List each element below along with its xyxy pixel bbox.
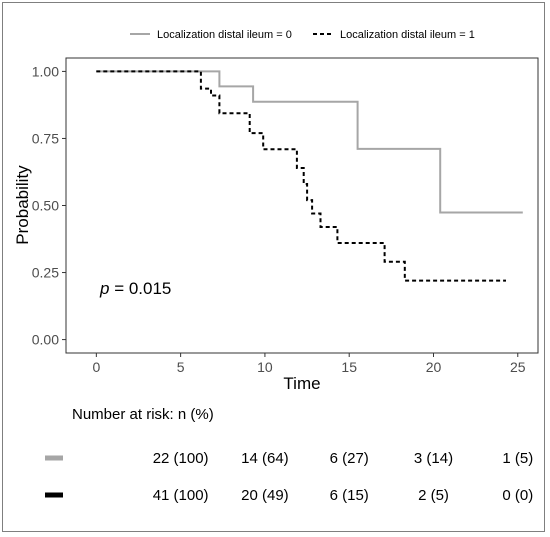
risk-cell-0-2: 6 (27) — [330, 450, 369, 467]
plot-panel — [65, 57, 539, 354]
x-tick-label-3: 15 — [341, 359, 357, 375]
y-tick-label-0: 0.00 — [32, 332, 59, 348]
y-axis: 0.00 0.25 0.50 0.75 1.00 — [32, 63, 66, 348]
risk-table-title: Number at risk: n (%) — [72, 406, 214, 423]
y-tick-label-1: 0.25 — [32, 265, 59, 281]
y-axis-label: Probability — [13, 165, 32, 245]
x-axis: 0 5 10 15 20 25 — [92, 353, 526, 375]
figure-frame — [2, 2, 545, 532]
risk-cell-0-4: 1 (5) — [502, 450, 533, 467]
x-tick-label-0: 0 — [92, 359, 100, 375]
x-axis-label: Time — [283, 374, 320, 393]
risk-cell-0-3: 3 (14) — [414, 450, 453, 467]
survival-curve-1 — [96, 70, 506, 282]
p-value-text: = 0.015 — [109, 279, 171, 298]
x-tick-label-2: 10 — [257, 359, 273, 375]
x-tick-label-1: 5 — [177, 359, 185, 375]
p-value-symbol: p — [99, 279, 109, 298]
x-tick-label-5: 25 — [510, 359, 526, 375]
risk-cell-1-1: 20 (49) — [241, 487, 289, 504]
legend-label-0: Localization distal ileum = 0 — [157, 29, 292, 41]
risk-cell-0-1: 14 (64) — [241, 450, 289, 467]
risk-cell-0-0: 22 (100) — [153, 450, 209, 467]
risk-cell-1-2: 6 (15) — [330, 487, 369, 504]
p-value-annotation: p = 0.015 — [99, 279, 171, 298]
risk-cell-1-4: 0 (0) — [502, 487, 533, 504]
y-tick-label-2: 0.50 — [32, 198, 59, 214]
curves — [96, 70, 523, 282]
x-tick-label-4: 20 — [426, 359, 442, 375]
survival-curve-0 — [96, 70, 523, 214]
y-tick-label-4: 1.00 — [32, 63, 59, 79]
risk-cell-1-3: 2 (5) — [418, 487, 449, 504]
risk-table: 22 (100) 14 (64) 6 (27) 3 (14) 1 (5) 41 (100)… — [45, 450, 533, 504]
legend: Localization distal ileum = 0 Localizatio… — [130, 29, 475, 41]
risk-cell-1-0: 41 (100) — [153, 487, 209, 504]
y-tick-label-3: 0.75 — [32, 130, 59, 146]
legend-label-1: Localization distal ileum = 1 — [340, 29, 475, 41]
